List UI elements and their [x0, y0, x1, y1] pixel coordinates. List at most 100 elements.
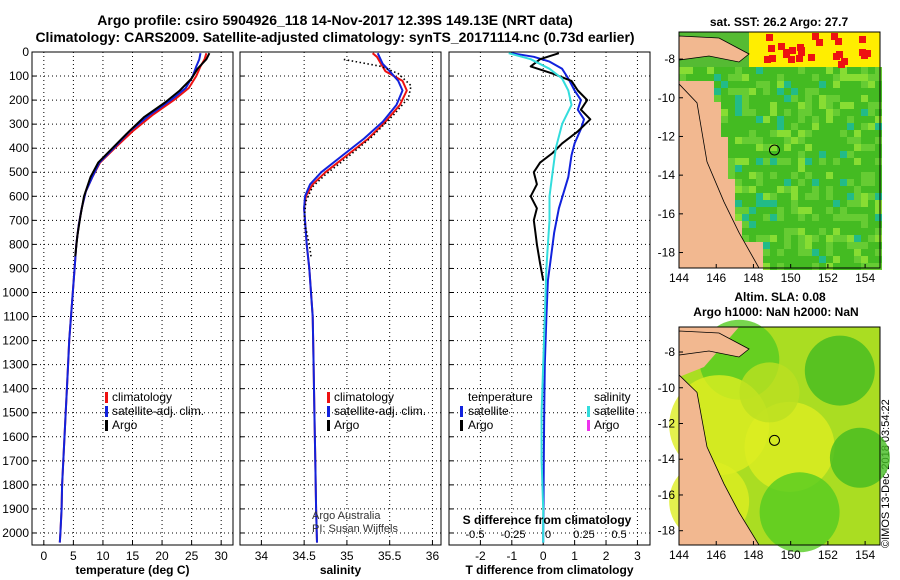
legend-label: satellite [594, 404, 635, 418]
x-tick-label: 10 [96, 549, 110, 563]
sst-cell [826, 193, 833, 200]
sst-cell [784, 249, 791, 256]
sst-cell [686, 67, 693, 74]
sst-cell [777, 221, 784, 228]
sst-cell [763, 95, 770, 102]
sst-cell [819, 256, 826, 263]
sst-cell [756, 102, 763, 109]
sst-cell [826, 144, 833, 151]
sst-cell [784, 235, 791, 242]
sst-cell [763, 263, 770, 270]
sst-cell [805, 165, 812, 172]
sst-cell [833, 67, 840, 74]
sst-cell [854, 137, 861, 144]
sst-cell [784, 193, 791, 200]
sst-cell [791, 151, 798, 158]
sst-cell [826, 116, 833, 123]
sst-cell [728, 109, 735, 116]
sst-hot-cell [841, 58, 848, 65]
sst-cell [791, 74, 798, 81]
sst-cell [875, 109, 882, 116]
sst-cell [868, 214, 875, 221]
sst-cell [819, 95, 826, 102]
sst-cell [854, 242, 861, 249]
sst-cell [777, 67, 784, 74]
sst-cell [721, 109, 728, 116]
sst-cell [756, 116, 763, 123]
sst-cell [868, 193, 875, 200]
legend-label: climatology [334, 390, 394, 404]
sst-cell [784, 130, 791, 137]
sst-cell [784, 263, 791, 270]
sst-cell [791, 172, 798, 179]
sst-cell [812, 144, 819, 151]
sst-cell [784, 137, 791, 144]
sst-cell [791, 165, 798, 172]
sst-cell [735, 81, 742, 88]
sst-cell [861, 151, 868, 158]
sst-cell [770, 130, 777, 137]
sst-cell [749, 81, 756, 88]
sst-cell [770, 102, 777, 109]
map-lon-label: 146 [706, 548, 726, 562]
sst-cell [735, 130, 742, 137]
sst-cell [840, 214, 847, 221]
map-lat-label: -18 [658, 524, 676, 538]
sst-cell [840, 249, 847, 256]
sst-cell [854, 200, 861, 207]
map-sla [669, 319, 890, 553]
sst-cell [854, 179, 861, 186]
legend-label: Argo [334, 418, 360, 432]
sst-cell [875, 67, 882, 74]
sst-cell [756, 109, 763, 116]
sst-cell [861, 123, 868, 130]
sst-cell [742, 151, 749, 158]
sst-cell [700, 74, 707, 81]
sst-cell [798, 95, 805, 102]
sst-cell [805, 95, 812, 102]
sst-cell [875, 130, 882, 137]
sst-cell [791, 200, 798, 207]
sst-cell [819, 207, 826, 214]
sst-cell [805, 221, 812, 228]
sst-cell [854, 109, 861, 116]
map-lon-label: 152 [818, 548, 838, 562]
sst-cell [777, 144, 784, 151]
sst-cell [840, 144, 847, 151]
sst-cell [763, 74, 770, 81]
x-tick-label: 20 [155, 549, 169, 563]
sst-cell [749, 95, 756, 102]
sst-cell [819, 130, 826, 137]
sst-cell [791, 228, 798, 235]
sst-cell [784, 102, 791, 109]
sst-cell [777, 95, 784, 102]
sst-cell [861, 130, 868, 137]
sst-cell [763, 81, 770, 88]
sst-cell [742, 123, 749, 130]
sst-hot-cell [768, 45, 775, 52]
sst-cell [847, 137, 854, 144]
sst-cell [861, 200, 868, 207]
sst-cell [791, 179, 798, 186]
sst-cell [875, 249, 882, 256]
sst-cell [742, 81, 749, 88]
sst-cell [763, 151, 770, 158]
sst-cell [742, 214, 749, 221]
sst-cell [861, 221, 868, 228]
sst-cell [833, 144, 840, 151]
sst-cell [728, 165, 735, 172]
x-tick-label: 35.5 [378, 549, 402, 563]
sst-cell [819, 81, 826, 88]
sst-cell [721, 95, 728, 102]
sst-cell [854, 172, 861, 179]
sst-cell [756, 214, 763, 221]
sst-cell [812, 228, 819, 235]
series-line-temperature-argo [529, 52, 592, 281]
sst-cell [735, 95, 742, 102]
sst-cell [763, 109, 770, 116]
map-lon-label: 154 [855, 271, 875, 285]
sst-cell [826, 74, 833, 81]
map-lon-label: 148 [743, 271, 763, 285]
sst-cell [742, 130, 749, 137]
sst-cell [756, 144, 763, 151]
